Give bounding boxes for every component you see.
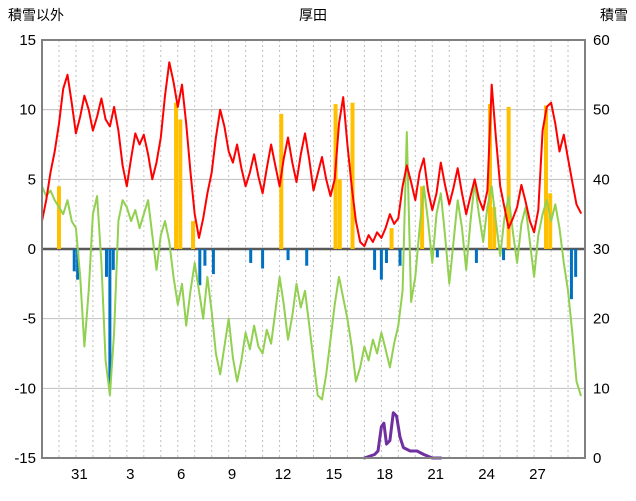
plot-frame [41,39,586,459]
right-axis-tick-label: 0 [593,450,601,467]
series-green-line [41,131,582,401]
right-axis-tick-label: 30 [593,241,610,258]
x-axis-tick-label: 27 [529,466,546,483]
orange-bar [389,228,394,249]
orange-bar [506,106,511,249]
x-axis-tick-label: 18 [376,466,393,483]
orange-bar [543,105,548,249]
series-purple-snow-depth-line [362,411,443,460]
right-axis-tick-label: 50 [593,102,610,119]
right-axis-tick-label: 20 [593,311,610,328]
blue-bar [569,249,573,300]
x-axis-tick-label: 3 [126,466,134,483]
blue-bar [373,249,377,270]
blue-bar [384,249,388,263]
left-axis-tick-label: -10 [14,380,36,397]
blue-bar [108,249,112,386]
blue-bar [398,249,402,266]
orange-bar [337,179,342,249]
left-axis-tick-label: -5 [23,311,36,328]
orange-bar [487,104,492,250]
series-red-line [41,61,582,248]
x-axis-tick-label: 15 [326,466,343,483]
right-axis-tick-label: 40 [593,171,610,188]
orange-bar [56,186,61,249]
blue-bar [261,249,265,269]
x-axis-tick-label: 31 [71,466,88,483]
x-axis-tick-label: 12 [275,466,292,483]
x-axis-tick-label: 24 [478,466,495,483]
blue-bar [435,249,439,258]
orange-bar [492,207,497,249]
orange-bar [178,119,183,249]
chart-title: 厚田 [299,7,327,23]
orange-bar [191,221,196,249]
left-axis-title: 積雪以外 [8,7,64,23]
blue-bar [76,249,80,280]
blue-bar [198,249,202,286]
blue-bar [379,249,383,280]
blue-bar [111,249,115,270]
orange-bar [420,186,425,249]
right-axis-title: 積雪 [600,7,628,23]
x-axis-tick-label: 9 [228,466,236,483]
left-axis-tick-label: 5 [28,171,36,188]
blue-bar [286,249,290,261]
left-axis-tick-label: 0 [28,241,36,258]
right-axis-tick-label: 10 [593,380,610,397]
right-axis-tick-label: 60 [593,32,610,49]
blue-bar [574,249,578,277]
x-axis-tick-label: 6 [177,466,185,483]
left-axis-tick-label: 10 [19,102,36,119]
blue-bar [72,249,76,272]
left-axis-tick-label: -15 [14,450,36,467]
blue-bar [305,249,309,266]
series-orange-bars [56,102,553,250]
blue-bar [211,249,215,275]
blue-bar [502,249,506,261]
x-axis-tick-label: 21 [427,466,444,483]
blue-bar [104,249,108,277]
series-blue-bars [72,249,578,386]
orange-bar [350,102,355,249]
blue-bar [474,249,478,263]
left-axis-tick-label: 15 [19,32,36,49]
blue-bar [203,249,207,266]
orange-bar [174,102,179,249]
blue-bar [249,249,253,263]
